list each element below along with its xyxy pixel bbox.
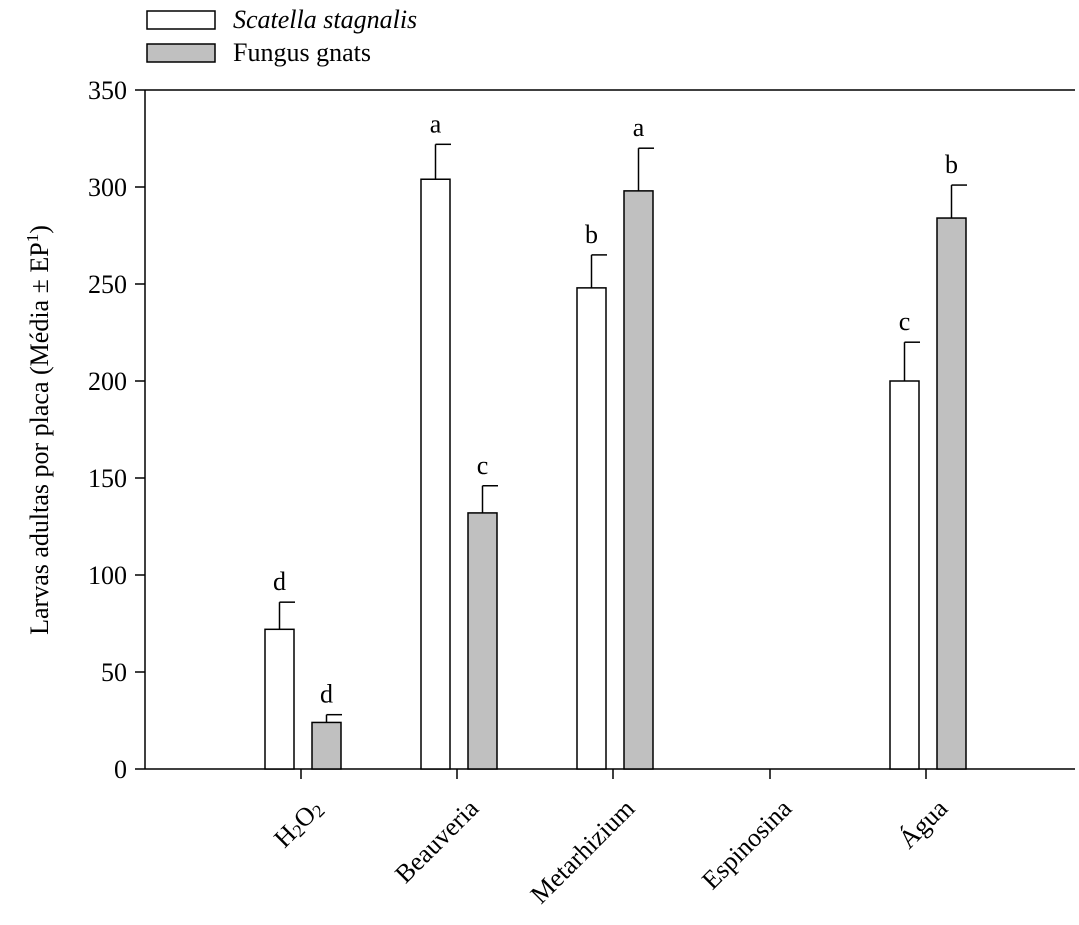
bar-scatella [576,287,607,770]
y-axis-title: Larvas adultas por placa (Média ± EP1) [23,225,54,635]
legend-swatch [146,43,216,63]
x-tick-label: Metarhizium [525,794,640,909]
y-tick-label: 200 [88,367,127,396]
significance-letters: d a b c d c a b [273,109,958,708]
bar-fungus-gnats [623,190,654,770]
significance-letter: d [273,567,286,596]
y-tick-label: 150 [88,464,127,493]
legend-label: Scatella stagnalis [233,5,417,34]
y-axis-title-text: Larvas adultas por placa (Média ± EP [25,242,54,635]
y-tick-label: 100 [88,561,127,590]
x-tick-label: H2O2 [268,794,328,854]
legend: Scatella stagnalis Fungus gnats [146,5,417,67]
bar-fungus-gnats [311,721,342,770]
bars [264,178,967,770]
y-tick-label: 50 [101,658,127,687]
significance-letter: c [477,451,489,480]
significance-letter: c [899,307,911,336]
bar-scatella [889,380,920,770]
bar-fungus-gnats [936,217,967,770]
significance-letter: b [945,150,958,179]
x-tick-label: Beauveria [389,793,484,888]
y-tick-label: 0 [114,755,127,784]
bar-scatella [420,178,451,770]
x-axis: H2O2 Beauveria Metarhizium Espinosina Água [145,768,1075,909]
bar-scatella [264,628,295,770]
y-axis: 0 50 100 150 200 250 300 350 [88,76,1075,784]
y-axis-title-end: ) [25,225,54,234]
x-tick-label: Água [893,793,954,854]
x-tick-label: Espinosina [696,793,798,895]
y-tick-label: 300 [88,173,127,202]
legend-label: Fungus gnats [233,38,371,67]
legend-swatch [146,10,216,30]
y-tick-label: 350 [88,76,127,105]
y-axis-title-superscript: 1 [23,234,42,243]
y-tick-label: 250 [88,270,127,299]
significance-letter: a [430,109,442,138]
significance-letter: b [585,220,598,249]
significance-letter: a [633,113,645,142]
error-bars [278,143,967,723]
significance-letter: d [320,680,333,709]
bar-fungus-gnats [467,512,498,770]
